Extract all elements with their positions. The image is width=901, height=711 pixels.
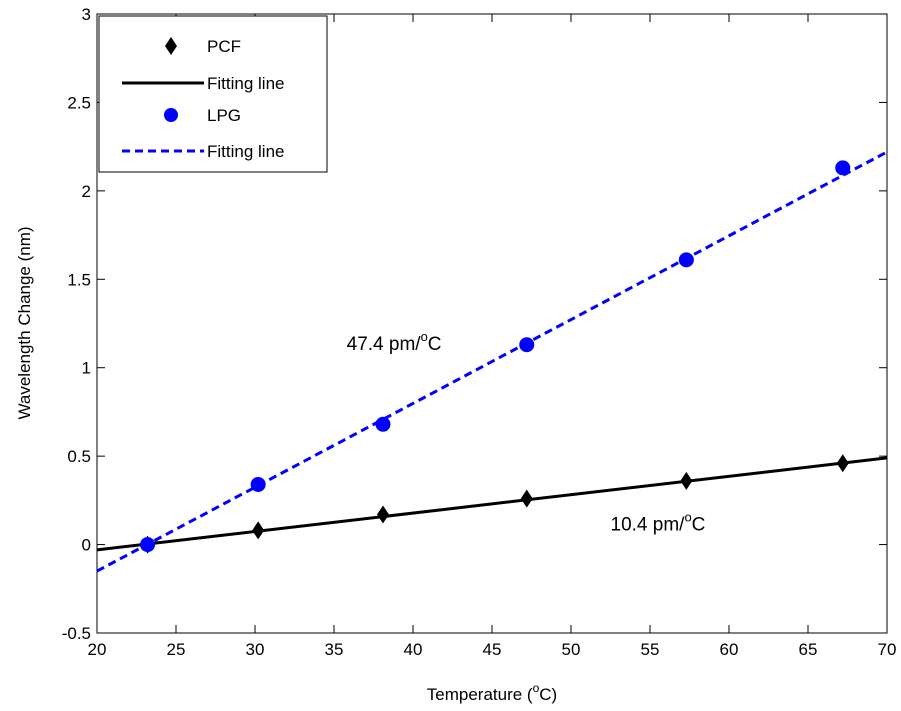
x-tick-label: 65: [799, 640, 818, 659]
annotation-lpg-slope: 47.4 pm/oC: [347, 329, 442, 355]
legend-pcf-label: PCF: [207, 37, 241, 56]
x-tick-label: 35: [325, 640, 344, 659]
x-tick-label: 45: [483, 640, 502, 659]
y-tick-label: 1.5: [67, 270, 91, 289]
lpg-data-point: [140, 537, 156, 553]
legend-lpg-marker: [164, 108, 178, 122]
pcf-data-point: [836, 454, 849, 473]
pcf-data-point: [376, 505, 389, 524]
x-tick-label: 40: [404, 640, 423, 659]
lpg-data-point: [375, 416, 391, 432]
y-axis-title: Wavelength Change (nm): [15, 226, 34, 419]
y-tick-label: 0.5: [67, 447, 91, 466]
y-tick-label: 2.5: [67, 93, 91, 112]
x-tick-label: 60: [720, 640, 739, 659]
lpg-data-point: [835, 160, 851, 176]
annotation-pcf-end: C: [692, 514, 706, 535]
y-tick-label: 1: [82, 359, 91, 378]
lpg-fitting-line: [96, 150, 888, 573]
x-tick-label: 55: [641, 640, 660, 659]
legend: PCF Fitting line LPG Fitting line: [98, 15, 328, 173]
x-axis-title: Temperature (oC): [427, 681, 557, 704]
legend-pcf-marker: [165, 37, 177, 55]
series-layer: [96, 150, 888, 573]
pcf-data-point: [520, 489, 533, 508]
x-tick-label: 50: [562, 640, 581, 659]
lpg-data-point: [250, 476, 266, 492]
annotation-pcf-text: 10.4 pm/: [611, 514, 686, 535]
lpg-data-point: [678, 252, 694, 268]
annotation-pcf-sup: o: [684, 509, 691, 524]
y-tick-label: 2: [82, 182, 91, 201]
x-axis-title-main: Temperature (: [427, 685, 533, 704]
x-axis-title-sup: o: [533, 681, 540, 695]
legend-pcf-fit-label: Fitting line: [207, 74, 284, 93]
pcf-data-point: [252, 521, 265, 540]
x-tick-label: 30: [246, 640, 265, 659]
x-tick-label: 70: [878, 640, 897, 659]
x-tick-label: 20: [88, 640, 107, 659]
annotation-pcf-slope: 10.4 pm/oC: [611, 509, 706, 535]
pcf-data-point: [680, 471, 693, 490]
y-tick-label: 3: [82, 5, 91, 24]
annotation-lpg-sup: o: [421, 329, 428, 344]
annotation-lpg-text: 47.4 pm/: [347, 334, 422, 355]
y-tick-label: -0.5: [62, 624, 91, 643]
legend-lpg-label: LPG: [207, 106, 241, 125]
y-tick-label: 0: [82, 536, 91, 555]
x-axis-title-end: C): [539, 685, 557, 704]
annotation-lpg-end: C: [428, 334, 442, 355]
x-tick-label: 25: [167, 640, 186, 659]
tick-labels: 20 25 30 35 40 45 50 55 60 65 70 -0.5 0 0.5 1 1.5 2 2.5 3: [62, 5, 897, 659]
pcf-fitting-line: [96, 456, 888, 552]
legend-box: [98, 15, 328, 173]
legend-lpg-fit-label: Fitting line: [207, 142, 284, 161]
lpg-data-point: [519, 337, 535, 353]
